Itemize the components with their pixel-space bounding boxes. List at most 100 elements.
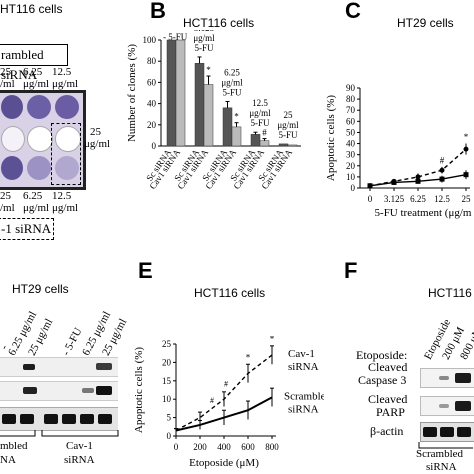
group-label: 5-FU	[222, 87, 242, 97]
group-label: 3.125	[194, 30, 215, 33]
band	[455, 373, 471, 383]
well	[55, 95, 79, 119]
x-tick-label: 600	[241, 442, 255, 452]
f-group-1: Scrambled	[416, 448, 464, 460]
panel-b-title: HCT116 cells	[183, 16, 255, 30]
group-left2: NA	[0, 454, 16, 466]
cav1-label-text: -1 siRNA	[1, 221, 52, 236]
significance-marker: *	[270, 336, 275, 344]
y-tick-label: 50	[346, 127, 356, 137]
band	[457, 427, 471, 437]
data-point	[439, 176, 445, 182]
group-label: 5-FU	[250, 118, 270, 128]
bar	[166, 39, 177, 147]
etoposide-label: Etoposide:	[356, 348, 408, 362]
band	[439, 404, 449, 408]
unit-bottom-3: μg/ml	[52, 202, 79, 214]
conc-top-1: 25	[0, 66, 11, 78]
significance-marker: *	[464, 132, 469, 142]
y-tick-label: 60	[147, 77, 157, 87]
panel-d-title: HT29 cells	[12, 282, 69, 296]
group-label: μg/ml	[277, 120, 299, 130]
band-label-caspase-2: Caspase 3	[358, 373, 407, 387]
bar	[250, 134, 261, 147]
legend-cav1-sirna: siRNA	[288, 361, 319, 373]
f-blot-strip-1	[420, 368, 474, 388]
group-label: 5-FU	[194, 43, 214, 53]
unit-top-3: μg/ml	[52, 78, 79, 90]
panel-e-title: HCT116 cells	[194, 286, 266, 300]
conc-bottom-2: 6.25	[23, 190, 43, 202]
panel-c-title: HT29 cells	[397, 16, 454, 30]
bar	[222, 107, 233, 147]
x-tick-label: 25	[462, 194, 472, 204]
well	[1, 156, 23, 180]
data-point	[391, 179, 397, 185]
well	[1, 126, 25, 152]
x-tick-label: 6.25	[410, 194, 426, 204]
y-tick-label: 15	[162, 376, 172, 386]
well	[1, 95, 23, 119]
y-axis-label: Number of clones (%)	[126, 44, 138, 142]
well	[27, 156, 51, 180]
group-left: mbled	[0, 440, 28, 452]
y-axis-label: Apoptotic cells (%)	[133, 347, 145, 433]
dashed-box	[51, 123, 81, 185]
conc-bottom-1: 25	[0, 190, 11, 202]
panel-b-letter: B	[150, 0, 166, 23]
data-point	[463, 146, 469, 152]
f-group-bracket	[418, 442, 473, 449]
x-tick-label: 12.5	[434, 194, 450, 204]
x-tick-label: 0	[368, 194, 373, 204]
conc-bottom-3: 12.5	[52, 190, 72, 202]
unit-top-1: /ml	[0, 78, 15, 90]
panel-f-letter: F	[344, 258, 358, 283]
y-tick-label: 40	[346, 139, 356, 149]
bar	[259, 140, 270, 147]
band	[96, 386, 112, 395]
x-tick-label: 200	[193, 442, 207, 452]
data-point	[463, 172, 469, 178]
unit-top-2: μg/ml	[23, 78, 50, 90]
well	[27, 126, 53, 152]
legend-scrambled-sirna: siRNA	[288, 403, 319, 415]
conc-top-3: 12.5	[52, 66, 72, 78]
band-label-actin: β-actin	[370, 424, 404, 438]
band	[82, 388, 94, 393]
blot-strip-3	[0, 407, 118, 431]
band	[23, 364, 35, 370]
y-tick-label: 25	[162, 339, 172, 349]
bar	[278, 143, 289, 147]
bar	[231, 126, 242, 147]
band	[439, 376, 449, 380]
unit-bottom-1: /ml	[0, 202, 15, 214]
band	[96, 363, 112, 370]
group-label: μg/ml	[249, 108, 271, 118]
well	[55, 126, 81, 152]
cav1-label: -1 siRNA	[0, 218, 54, 240]
significance-marker: #	[262, 127, 267, 137]
significance-marker: *	[234, 112, 239, 122]
y-tick-label: 0	[167, 431, 172, 441]
scrambled-label: rambled siRNA	[0, 44, 68, 82]
y-tick-label: 20	[346, 161, 356, 171]
y-axis-label: Apoptotic cells (%)	[325, 95, 337, 181]
series-line	[369, 148, 467, 187]
side-conc: 25	[90, 126, 101, 138]
y-tick-label: 10	[346, 172, 356, 182]
data-point	[415, 178, 421, 184]
y-tick-label: 70	[346, 105, 356, 115]
y-tick-label: 40	[147, 99, 157, 109]
bar	[175, 39, 186, 147]
band	[455, 401, 471, 411]
y-tick-label: 80	[346, 94, 356, 104]
bar	[287, 144, 298, 147]
group-right: Cav-1	[66, 440, 93, 452]
chart-b: 0 20 40 60 80 100 Number of clones (%) * * # - 5-F…	[126, 30, 301, 191]
y-tick-label: 0	[351, 183, 356, 193]
y-tick-label: 100	[143, 35, 157, 45]
panel-a-title: HT116 cells	[0, 2, 63, 16]
blot-strip-2	[0, 381, 118, 401]
f-group-2: siRNA	[426, 461, 457, 473]
